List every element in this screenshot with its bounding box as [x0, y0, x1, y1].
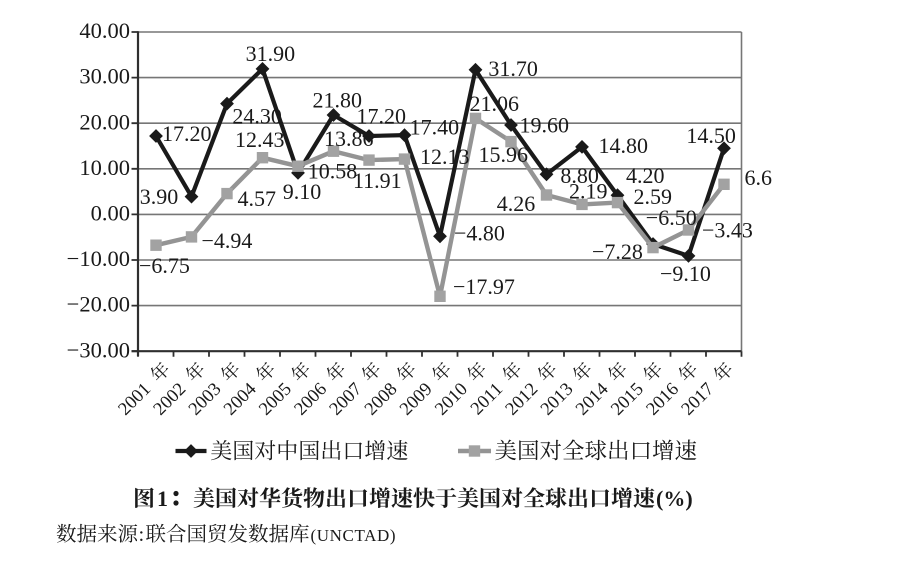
svg-text:−30.00: −30.00	[67, 337, 130, 362]
svg-text:−20.00: −20.00	[67, 292, 130, 317]
svg-text:0.00: 0.00	[91, 201, 130, 226]
svg-text:−3.43: −3.43	[702, 218, 753, 243]
svg-text:10.00: 10.00	[79, 155, 130, 180]
svg-text:17.40: 17.40	[410, 115, 460, 140]
svg-text:15.96: 15.96	[479, 142, 529, 167]
svg-text:40.00: 40.00	[79, 18, 130, 43]
svg-text:21.06: 21.06	[470, 91, 520, 116]
svg-text:10.58: 10.58	[308, 158, 358, 183]
svg-text:1: 1	[157, 486, 168, 511]
svg-text:31.70: 31.70	[488, 56, 538, 81]
svg-text:3.90: 3.90	[140, 184, 179, 209]
svg-text:31.90: 31.90	[246, 41, 296, 66]
svg-text:12.13: 12.13	[420, 144, 470, 169]
svg-text:13.86: 13.86	[324, 126, 374, 151]
svg-text:17.20: 17.20	[162, 121, 212, 146]
svg-text:17.20: 17.20	[357, 103, 407, 128]
svg-text:12.43: 12.43	[235, 127, 285, 152]
svg-text:24.30: 24.30	[232, 103, 282, 128]
svg-text:11.91: 11.91	[353, 168, 402, 193]
svg-text:−7.28: −7.28	[592, 239, 643, 264]
svg-text:21.80: 21.80	[313, 87, 363, 112]
svg-text:−4.94: −4.94	[202, 228, 253, 253]
svg-text:−6.50: −6.50	[646, 205, 697, 230]
svg-text:(UNCTAD): (UNCTAD)	[311, 526, 397, 545]
svg-text::: :	[139, 524, 145, 546]
svg-text:9.10: 9.10	[283, 179, 322, 204]
svg-text:−4.80: −4.80	[454, 220, 505, 245]
svg-text:−17.97: −17.97	[453, 274, 515, 299]
svg-text:6.6: 6.6	[745, 165, 773, 190]
svg-text:2.59: 2.59	[634, 184, 673, 209]
svg-text:14.80: 14.80	[599, 133, 649, 158]
svg-text:20.00: 20.00	[79, 109, 130, 134]
svg-text:4.57: 4.57	[238, 186, 277, 211]
svg-text:−9.10: −9.10	[660, 261, 711, 286]
svg-text:14.50: 14.50	[686, 123, 736, 148]
svg-text:4.20: 4.20	[626, 163, 665, 188]
svg-text:8.80: 8.80	[560, 163, 599, 188]
svg-text:(%): (%)	[656, 486, 693, 511]
svg-text:−10.00: −10.00	[67, 246, 130, 271]
svg-text:30.00: 30.00	[79, 64, 130, 89]
svg-text:−6.75: −6.75	[139, 253, 190, 278]
svg-text:4.26: 4.26	[497, 191, 536, 216]
svg-text:2.19: 2.19	[569, 178, 608, 203]
svg-text:19.60: 19.60	[520, 112, 570, 137]
